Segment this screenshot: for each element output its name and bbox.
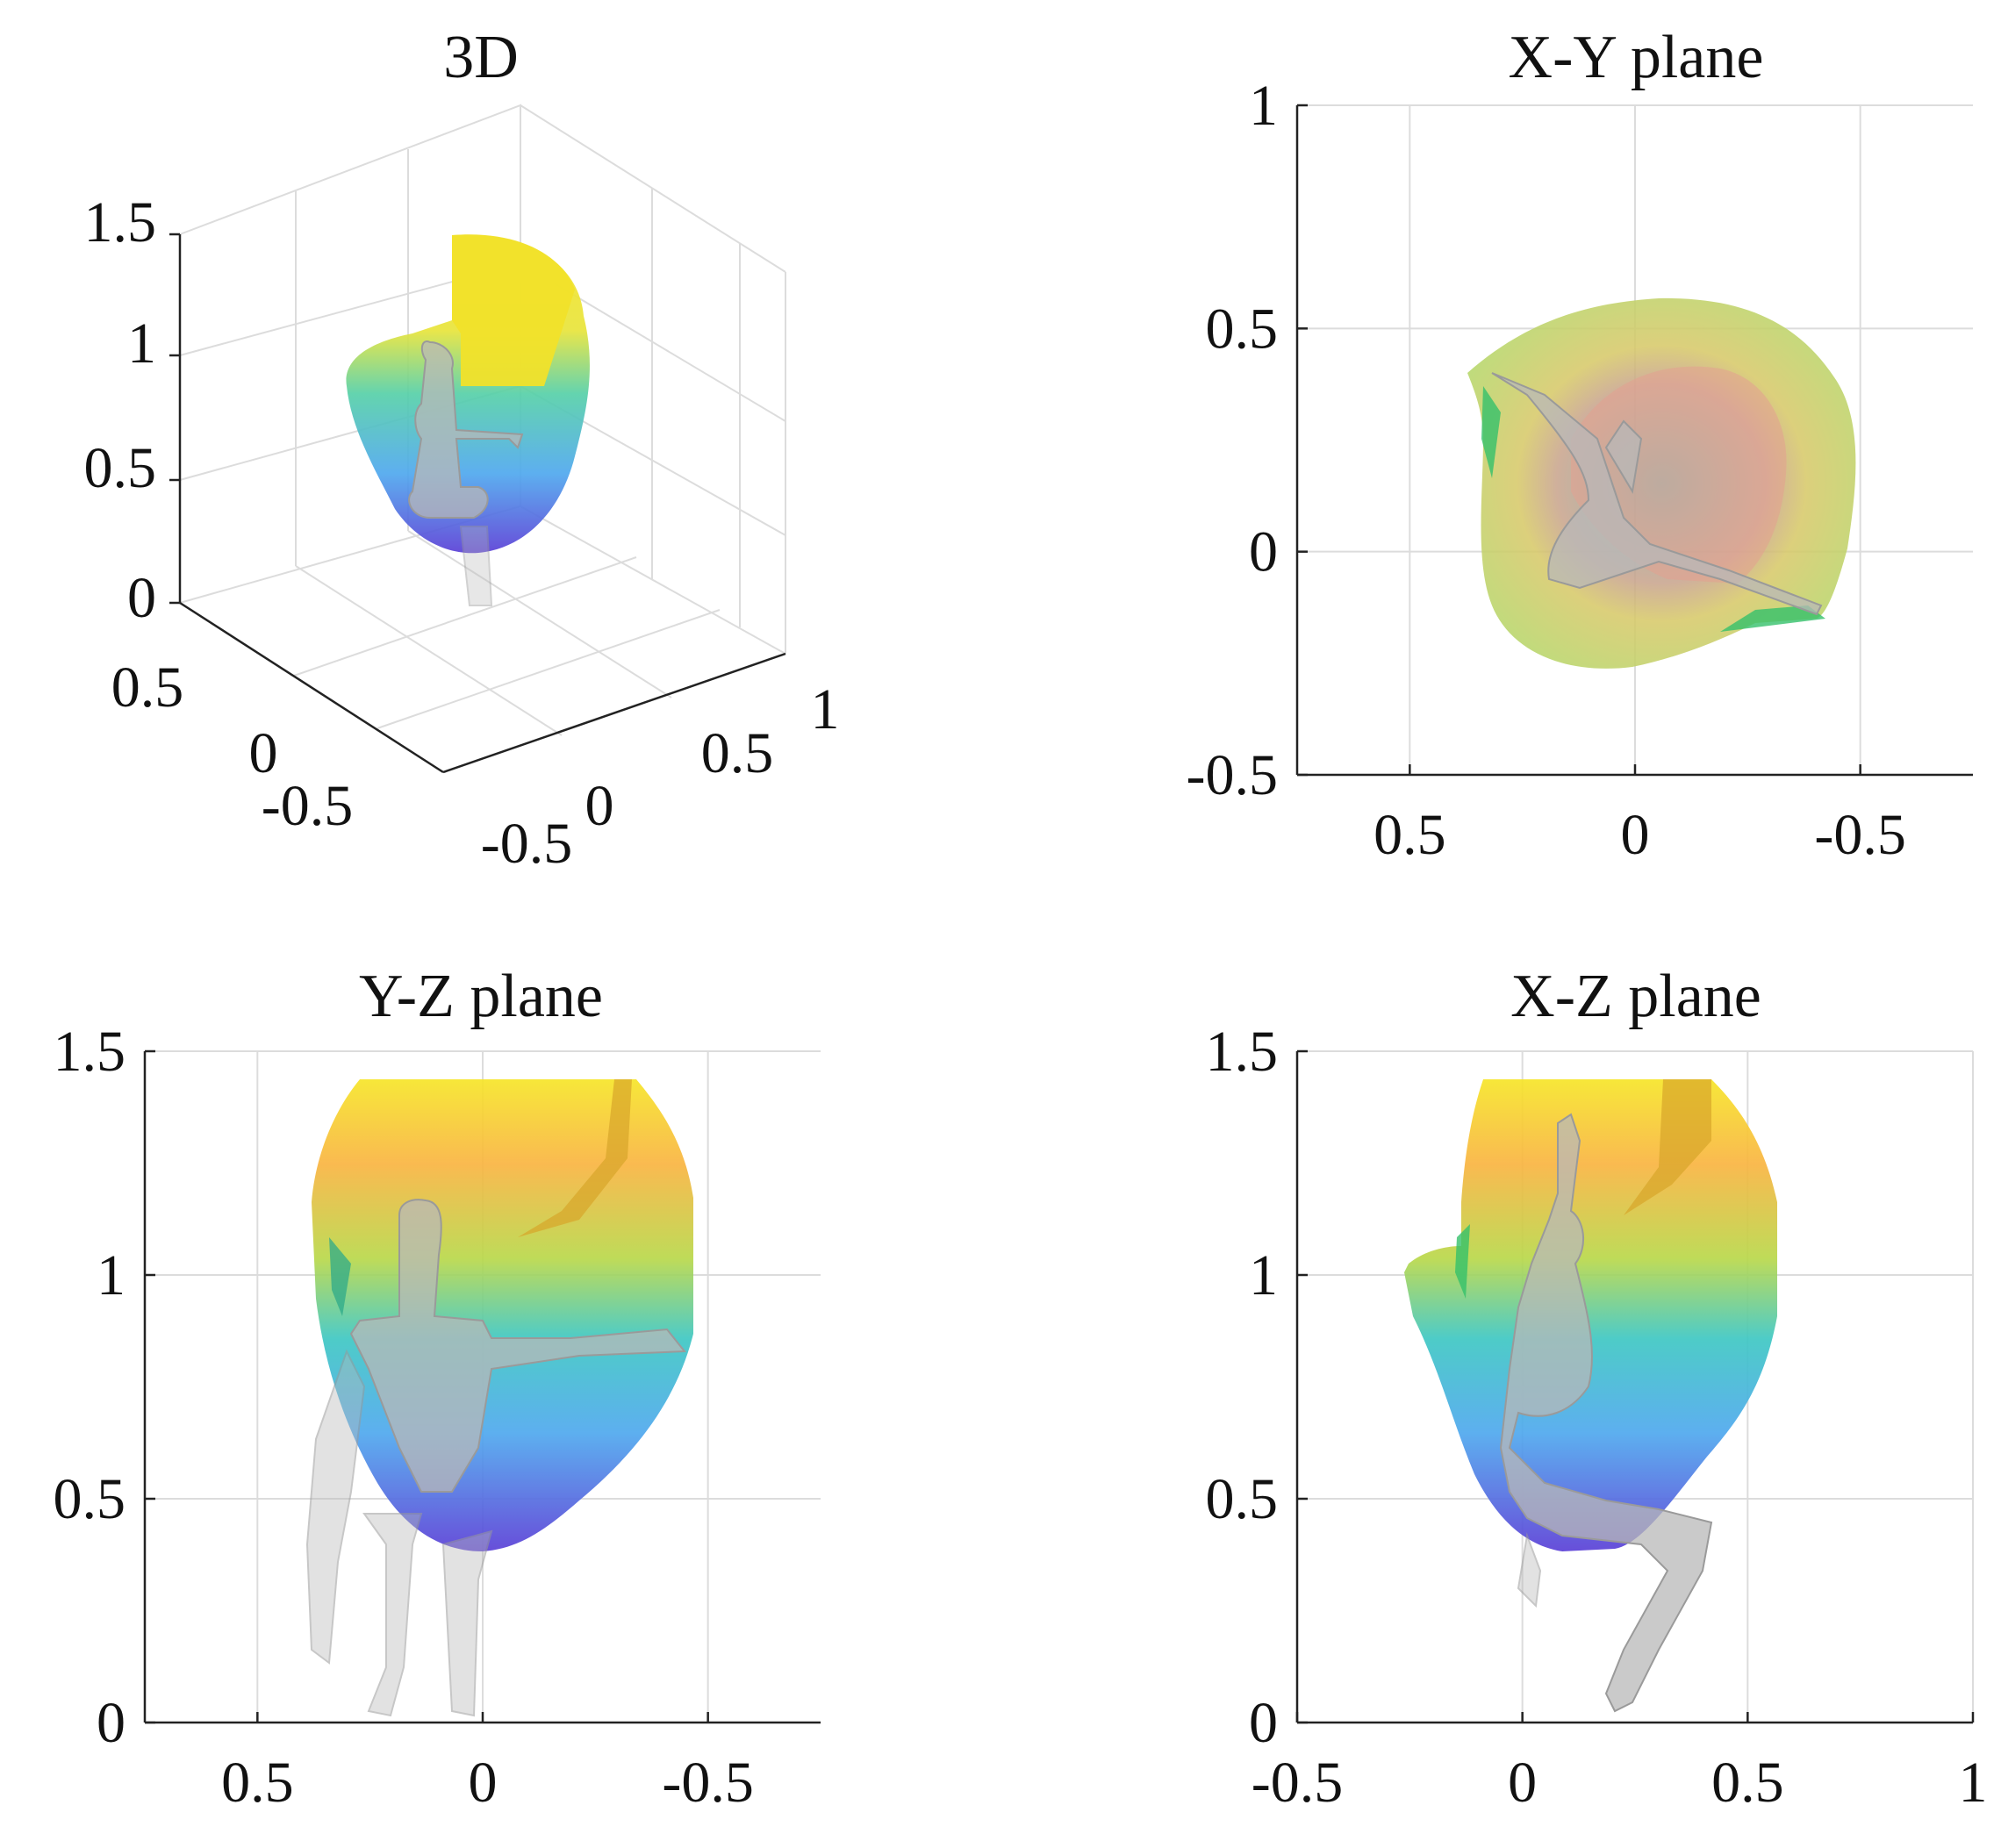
x-tick-3d-2: -0.5 [262, 774, 353, 838]
surface-yz [305, 1079, 693, 1717]
x-tick-xy-2: -0.5 [1814, 803, 1905, 867]
y-tick-yz-1: 1 [97, 1243, 126, 1307]
panel-xz: X-Z plane -0.5 0 0.5 11.510.50 [1206, 963, 1988, 1815]
panel-yz: Y-Z plane 0.5 0 -0.5 1.5 1 0.5 0 [54, 963, 821, 1815]
x-tick-yz-1: 0 [469, 1751, 498, 1815]
x-tick-3d-0: 0.5 [111, 655, 184, 720]
panel-3d: 3D [84, 24, 840, 876]
z-tick-3d-1: 1 [127, 312, 156, 376]
z-tick-3d-2: 0.5 [84, 436, 157, 500]
z-tick-3d-0: 1.5 [84, 190, 157, 254]
y-tick-3d-2: 0.5 [701, 721, 774, 785]
y-tick-xz-3: 0 [1249, 1691, 1278, 1755]
y-tick-yz-0: 1.5 [54, 1020, 126, 1084]
x-tick-xz-2: 0.5 [1711, 1751, 1784, 1815]
z-tick-3d-3: 0 [127, 566, 156, 630]
y-tick-3d-0: -0.5 [481, 812, 572, 876]
surface-xz [1404, 1079, 1777, 1713]
x-tick-xy-0: 0.5 [1373, 803, 1446, 867]
y-tick-xz-2: 0.5 [1206, 1467, 1279, 1531]
x-tick-xz-1: 0 [1508, 1751, 1537, 1815]
title-xy: X-Y plane [1509, 24, 1764, 91]
y-tick-xy-3: -0.5 [1187, 743, 1278, 807]
panel-xy: X-Y plane 0.5 0 -0.5 1 0.5 0 -0.5 [1187, 24, 1973, 867]
x-tick-xz-0: -0.5 [1252, 1751, 1343, 1815]
y-tick-3d-1: 0 [585, 774, 614, 838]
y-tick-3d-3: 1 [811, 677, 840, 741]
y-tick-yz-2: 0.5 [54, 1467, 126, 1531]
axes-3d [169, 233, 786, 774]
y-tick-xy-0: 1 [1249, 74, 1278, 138]
x-tick-3d-1: 0 [249, 721, 278, 785]
y-tick-xy-1: 0.5 [1206, 297, 1279, 361]
x-tick-xy-1: 0 [1621, 803, 1650, 867]
x-tick-yz-0: 0.5 [221, 1751, 294, 1815]
surface-3d [346, 234, 590, 606]
x-tick-yz-2: -0.5 [662, 1751, 753, 1815]
y-tick-xz-1: 1 [1249, 1243, 1278, 1307]
title-xz: X-Z plane [1510, 963, 1761, 1030]
y-tick-xy-2: 0 [1249, 520, 1278, 584]
y-tick-xz-0: 1.5 [1206, 1020, 1279, 1084]
x-tick-xz-3: 1 [1959, 1751, 1988, 1815]
y-tick-yz-3: 0 [97, 1691, 126, 1755]
title-3d: 3D [443, 24, 519, 91]
title-yz: Y-Z plane [359, 963, 603, 1030]
surface-xy [1467, 297, 1856, 669]
